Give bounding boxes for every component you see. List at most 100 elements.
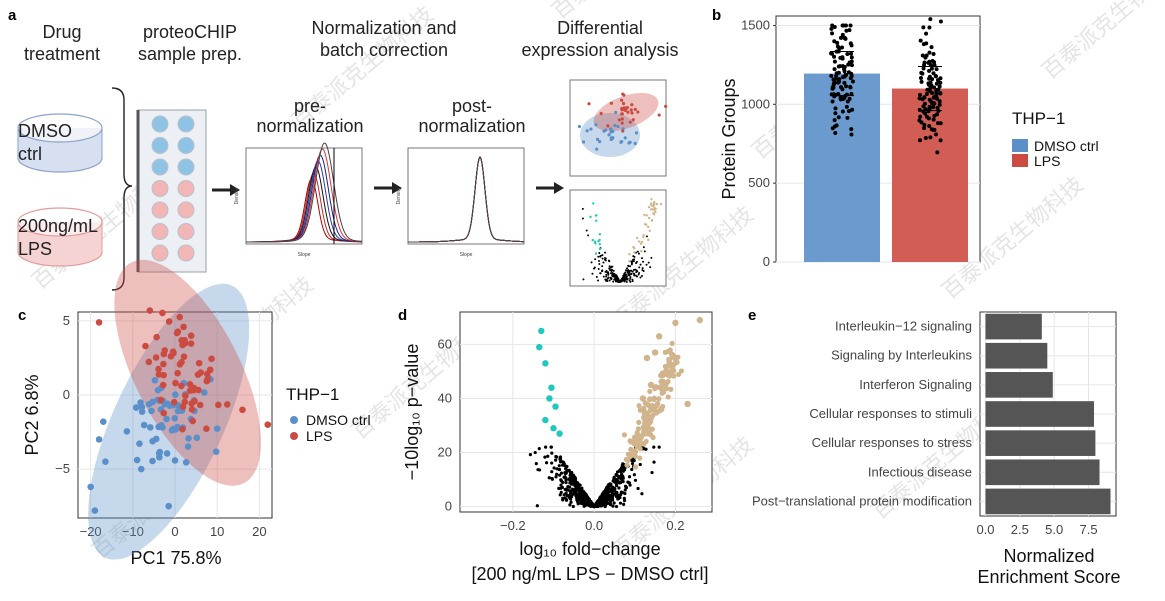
panel-e-category: Cellular responses to stress	[812, 435, 973, 450]
panel-label-e: e	[748, 307, 756, 324]
panel-b-point	[850, 79, 855, 84]
panel-c-point	[174, 369, 181, 377]
panel-b-point	[924, 91, 929, 96]
panel-c-point	[180, 323, 187, 331]
chip-well	[177, 115, 195, 133]
mini-volcano-point	[635, 271, 638, 274]
panel-d-point-ns	[558, 473, 562, 477]
panel-b-ytick: 1000	[741, 96, 770, 111]
panel-b-point	[832, 59, 837, 64]
mini-volcano-point	[626, 267, 629, 270]
mini-volcano-point	[640, 275, 643, 278]
panel-b-point	[833, 106, 838, 111]
panel-b-point	[839, 45, 844, 50]
panel-b-point	[919, 70, 924, 75]
panel-d-point-ns	[606, 492, 610, 497]
panel-d-point-ns	[607, 497, 611, 501]
panel-e-xlabel: Normalized Enrichment Score	[977, 546, 1120, 587]
mini-pca-point	[589, 127, 593, 131]
mini-pca-point	[620, 106, 624, 111]
panel-d-point-ns	[562, 460, 566, 465]
proteochip	[136, 109, 207, 273]
panel-d-point-ns	[610, 486, 614, 490]
panel-b-ytick: 500	[748, 175, 770, 190]
lps-label: 200ng/mL LPS	[18, 216, 98, 259]
mini-volcano-point	[606, 271, 609, 274]
panel-d-point-ns	[564, 480, 568, 485]
panel-c-point	[153, 333, 160, 341]
mini-volcano-point	[595, 219, 598, 222]
step-differential-expression-line: expression analysis	[521, 40, 678, 60]
mini-pca-point	[617, 118, 621, 122]
panel-d-ytick: 40	[438, 390, 452, 405]
mini-pca-point	[620, 117, 624, 121]
mini-volcano	[569, 189, 667, 287]
panel-d-point-ns	[569, 500, 573, 504]
panel-e: 0.0 2.5 5.0 7.5 Interleukin−12 signaling Sign…	[752, 311, 1121, 587]
mini-volcano-point	[639, 276, 642, 279]
panel-d-point-ns	[615, 477, 619, 481]
panel-b-ytick: 1500	[741, 17, 770, 32]
panel-d-point-ns	[565, 464, 569, 469]
panel-d-point-ns	[607, 487, 611, 491]
mini-volcano-point	[614, 275, 617, 278]
panel-c-point	[173, 329, 181, 337]
panel-d-point-ns	[632, 458, 636, 463]
panel-d-point-ns	[614, 504, 619, 509]
mini-volcano-point	[601, 269, 604, 272]
mini-volcano-point	[633, 247, 636, 250]
panel-d-point-up	[656, 396, 662, 402]
post-normalization-plot-title-line: normalization	[418, 116, 525, 136]
panel-d-point-ns	[563, 487, 567, 492]
panel-b-point	[922, 62, 927, 67]
pre-normalization-plot-ylabel: Density	[234, 187, 240, 204]
mini-volcano-point	[601, 254, 604, 257]
chip-well	[177, 158, 195, 176]
panel-b-point	[927, 123, 932, 128]
panel-d-point-ns	[587, 497, 591, 501]
panel-c-point	[163, 450, 171, 457]
panel-c-xtick: −20	[80, 524, 102, 539]
panel-b-point	[935, 112, 940, 117]
mini-pca-point	[623, 108, 627, 112]
panel-d-point-ns	[566, 494, 571, 498]
panel-b-point	[829, 26, 834, 31]
panel-d-point-ns	[620, 463, 624, 467]
panel-b-point	[931, 105, 936, 110]
panel-d-point-ns	[571, 492, 575, 496]
panel-b-ytick: 0	[763, 254, 770, 269]
mini-volcano-point	[629, 277, 632, 280]
panel-c-point	[174, 423, 181, 431]
mini-pca-point	[631, 118, 635, 122]
mini-pca-point	[629, 108, 633, 112]
panel-c-point	[159, 309, 166, 317]
mini-pca-point	[606, 124, 610, 128]
panel-d-point-ns	[561, 496, 565, 500]
mini-volcano-point	[652, 202, 656, 205]
mini-volcano-point	[626, 277, 629, 280]
panel-d-point-ns	[609, 482, 613, 487]
panel-d-point-up	[662, 363, 669, 370]
mini-pca-point	[609, 127, 613, 131]
panel-d-point-ns	[554, 458, 558, 462]
panel-label-c: c	[18, 307, 26, 324]
panel-d-point-ns	[558, 493, 562, 497]
panel-c-point	[223, 401, 231, 408]
panel-b-point	[917, 107, 922, 112]
panel-c-point	[188, 406, 196, 413]
panel-d-point-ns	[559, 490, 563, 494]
panel-b: 0 500 1000 1500 Protein Groups THP−1 DMSO ctrl…	[719, 15, 1099, 269]
mini-volcano-point	[632, 260, 635, 263]
panel-b-legend-title: THP−1	[1012, 109, 1065, 128]
mini-volcano-point	[650, 219, 654, 222]
chip-well	[151, 115, 169, 133]
panel-d-point-ns	[624, 486, 629, 490]
step-sample-prep-line: proteoCHIP	[143, 22, 237, 42]
pre-normalization-plot: pre-normalization Density Slope	[234, 96, 364, 258]
arrow-3-head	[554, 182, 564, 194]
mini-volcano-point	[635, 274, 638, 277]
panel-c-point	[203, 370, 211, 378]
panel-c-point	[239, 406, 246, 414]
panel-b-point	[934, 81, 939, 86]
mini-volcano-point	[608, 279, 611, 282]
